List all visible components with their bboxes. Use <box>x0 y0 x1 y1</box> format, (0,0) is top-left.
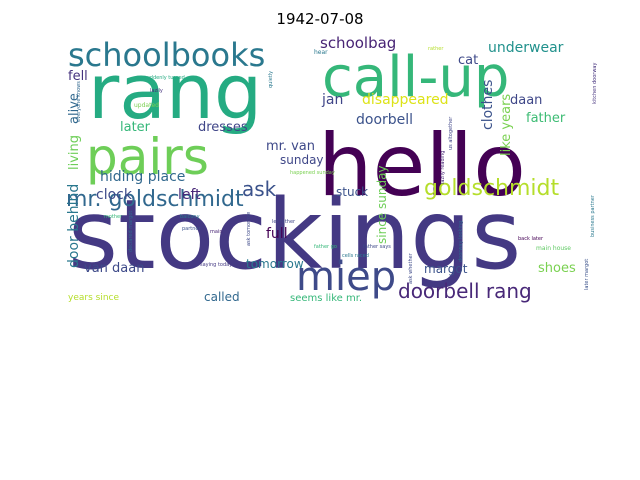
word-22: later <box>120 120 151 135</box>
word-10: ask <box>242 177 277 201</box>
word-69: quietly <box>268 71 274 88</box>
word-4: pairs <box>86 128 209 186</box>
word-50: main <box>210 229 223 235</box>
word-55: back later <box>518 236 544 242</box>
word-15: jan <box>321 92 343 108</box>
word-21: living <box>67 135 82 170</box>
word-14: fell <box>68 69 88 84</box>
word-54: father says <box>363 244 391 250</box>
word-25: like years <box>499 94 514 156</box>
word-40: seems like mr. <box>290 293 362 304</box>
word-42: hear <box>314 49 328 56</box>
word-2: rang <box>88 47 262 136</box>
word-48: declared margot <box>128 211 134 252</box>
word-28: hiding place <box>100 169 185 185</box>
word-65: happened sunday <box>290 170 335 176</box>
word-43: suddenly turned <box>144 75 185 81</box>
word-63: business partner <box>590 194 596 237</box>
word-66: everyone knows <box>76 81 82 122</box>
word-46: saying today <box>200 262 232 268</box>
word-31: left <box>178 187 201 203</box>
word-44: lazily <box>150 88 163 94</box>
word-29: door behind <box>66 184 82 268</box>
word-38: shoes <box>538 261 576 276</box>
word-39: called <box>204 290 240 304</box>
figure-title: 1942-07-08 <box>276 10 364 28</box>
word-45: updated <box>134 102 159 109</box>
word-37: margot <box>424 262 468 276</box>
word-11: schoolbag <box>320 34 396 52</box>
word-0: stockings <box>68 179 521 291</box>
word-35: van daan <box>84 261 144 276</box>
word-13: cat <box>458 53 478 68</box>
word-52: father go <box>314 244 337 250</box>
word-57: later margot <box>584 259 590 290</box>
word-60: doorway looking <box>458 221 464 262</box>
word-32: stuck <box>336 185 368 199</box>
word-26: mr. van <box>266 139 315 154</box>
word-62: us altogether <box>448 116 454 150</box>
word-17: daan <box>510 93 542 108</box>
word-64: mother <box>104 214 123 220</box>
word-12: underwear <box>488 40 564 56</box>
word-58: kitchen doorway <box>592 63 598 104</box>
word-51: let father <box>272 219 296 225</box>
word-33: since sunday <box>375 165 389 244</box>
word-6: miep <box>296 254 396 300</box>
word-67: ask tomorrow <box>246 212 252 246</box>
word-7: mr. goldschmidt <box>66 187 244 212</box>
word-19: father <box>526 111 566 126</box>
word-20: alive <box>67 93 82 124</box>
word-56: main house <box>536 245 571 252</box>
word-5: schoolbooks <box>68 36 265 74</box>
word-9: doorbell rang <box>398 279 532 303</box>
word-49: partner <box>182 226 201 232</box>
word-47: balcony <box>180 214 200 220</box>
word-18: doorbell <box>356 112 413 128</box>
word-34: full <box>266 226 288 242</box>
word-8: goldschmidt <box>424 176 560 201</box>
word-68: rather <box>428 46 444 52</box>
word-41: years since <box>68 293 119 303</box>
word-59: lazily reading <box>440 151 446 184</box>
word-61: ask whether <box>408 252 414 284</box>
word-3: call-up <box>322 45 509 110</box>
word-24: clothes <box>480 80 496 130</box>
word-23: dresses <box>198 120 248 135</box>
word-36: tomorrow <box>246 257 304 271</box>
word-30: clock <box>96 187 133 203</box>
word-27: sunday <box>280 153 324 167</box>
word-53: cells raced <box>342 253 369 259</box>
word-16: disappeared <box>362 92 449 108</box>
word-1: hello <box>318 116 526 216</box>
